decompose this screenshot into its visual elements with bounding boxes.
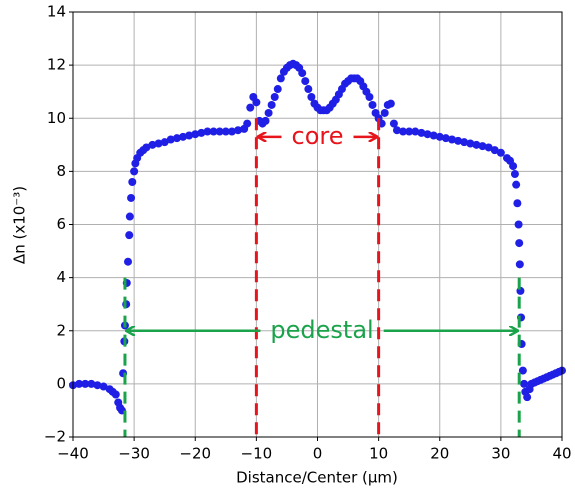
data-point [234, 126, 243, 135]
data-point [127, 193, 136, 202]
data-point [484, 143, 493, 152]
data-point [389, 119, 398, 128]
data-point [125, 231, 134, 240]
data-point [130, 167, 139, 176]
data-point [270, 93, 279, 101]
data-point [510, 170, 519, 179]
data-point [124, 257, 133, 266]
data-point [417, 128, 426, 137]
data-point [429, 131, 438, 140]
data-point [75, 379, 84, 388]
data-point [515, 239, 524, 248]
data-point [441, 134, 450, 143]
y-tick-label: 14 [47, 3, 66, 21]
data-point [518, 366, 527, 375]
y-tick-label: 2 [56, 321, 66, 339]
y-tick-label: 12 [47, 56, 66, 74]
data-point [128, 178, 137, 186]
y-tick-label: 10 [47, 109, 66, 127]
data-point [221, 127, 230, 136]
data-point [197, 128, 206, 137]
data-point [179, 132, 188, 141]
data-point [392, 126, 401, 135]
y-tick-label: 6 [56, 215, 66, 233]
data-point [93, 381, 102, 390]
x-axis-label: Distance/Center (μm) [236, 469, 398, 487]
data-point [264, 108, 273, 117]
data-point [386, 99, 395, 108]
data-point [227, 127, 236, 136]
data-point [520, 379, 529, 388]
data-point [466, 139, 475, 148]
data-point [301, 77, 310, 86]
data-point [368, 100, 377, 109]
data-point [148, 140, 157, 149]
y-tick-label: 0 [56, 374, 66, 392]
data-point [142, 143, 151, 152]
data-point [154, 139, 163, 148]
data-point [215, 127, 224, 136]
data-point [512, 180, 521, 189]
data-point [365, 93, 374, 101]
data-point [478, 142, 487, 151]
x-tick-label: −40 [57, 445, 89, 463]
data-point [87, 379, 96, 388]
y-tick-label: −2 [44, 428, 66, 446]
y-tick-label: 8 [56, 162, 66, 180]
data-point [399, 127, 408, 136]
data-point [111, 390, 120, 399]
data-point [243, 119, 252, 128]
data-point [423, 130, 432, 139]
annotation-label: core [292, 122, 344, 150]
data-point [514, 220, 523, 229]
data-point [267, 100, 276, 109]
data-point [185, 131, 194, 140]
x-tick-label: −20 [179, 445, 211, 463]
x-tick-label: 40 [552, 445, 571, 463]
data-point [515, 260, 524, 269]
x-tick-label: 20 [430, 445, 449, 463]
data-point [273, 85, 282, 94]
data-point [261, 116, 270, 125]
data-point [172, 134, 181, 143]
data-point [460, 138, 469, 147]
data-point [298, 69, 307, 78]
data-point [125, 212, 134, 221]
data-point [191, 130, 200, 139]
y-axis-label: Δn (x10⁻³) [11, 186, 29, 264]
x-tick-label: −30 [118, 445, 150, 463]
data-point [411, 127, 420, 136]
data-point [166, 135, 175, 144]
data-point [472, 140, 481, 149]
data-point [490, 146, 499, 155]
data-point [252, 98, 261, 107]
data-point [99, 382, 108, 391]
x-tick-label: −10 [241, 445, 273, 463]
data-point [276, 74, 285, 83]
data-point [380, 108, 389, 117]
data-point [435, 132, 444, 141]
plot-frame [72, 11, 563, 438]
data-point [203, 127, 212, 136]
data-point [246, 103, 255, 112]
data-point [209, 127, 218, 136]
data-point [454, 136, 463, 145]
data-point [304, 85, 313, 94]
x-tick-label: 10 [369, 445, 388, 463]
data-point [160, 138, 169, 147]
data-point [523, 393, 532, 402]
data-point [509, 162, 518, 171]
data-point [307, 93, 316, 101]
y-tick-label: 4 [56, 268, 66, 286]
data-point [513, 199, 522, 208]
data-point [496, 148, 505, 157]
data-point [447, 135, 456, 144]
data-point [81, 379, 90, 388]
x-tick-label: 0 [313, 445, 323, 463]
data-point [405, 127, 414, 136]
annotation-label: pedestal [270, 316, 373, 344]
x-tick-label: 30 [491, 445, 510, 463]
